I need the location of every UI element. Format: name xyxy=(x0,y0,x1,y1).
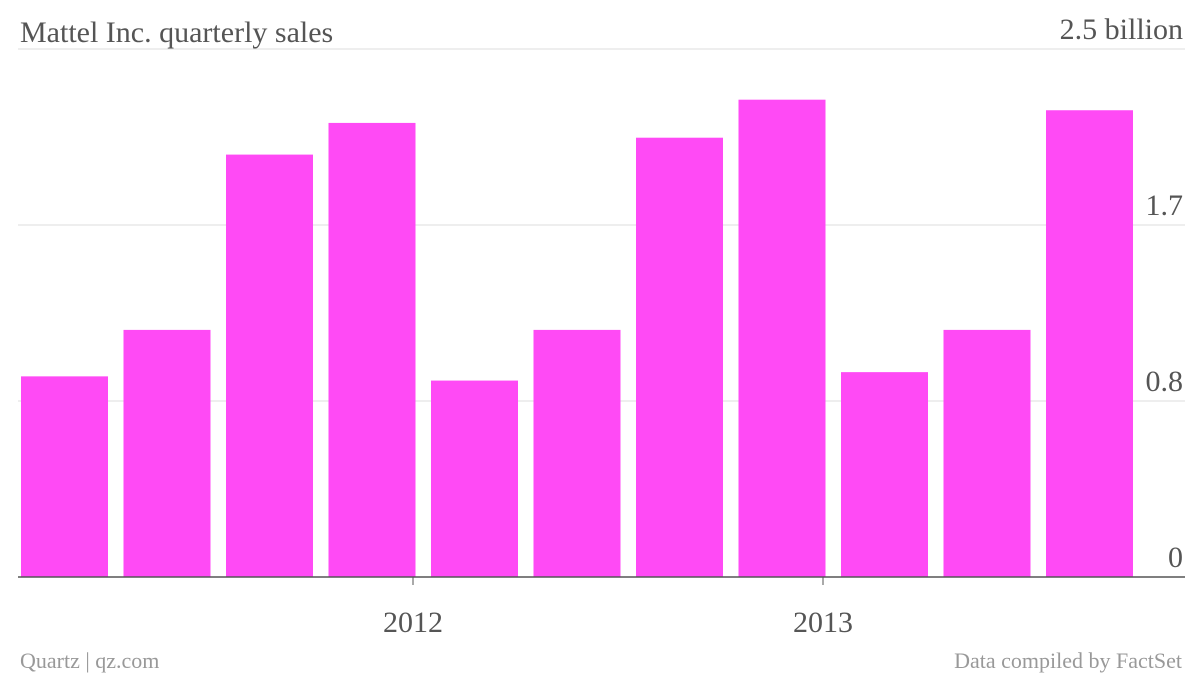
bar xyxy=(738,99,826,578)
bar xyxy=(636,137,723,578)
bar xyxy=(943,329,1031,577)
chart-title: Mattel Inc. quarterly sales xyxy=(20,16,333,49)
bar xyxy=(328,122,416,578)
y-tick-label: 2.5 billion xyxy=(1060,13,1183,46)
bar xyxy=(533,329,621,577)
y-tick-label: 0.8 xyxy=(1146,365,1184,398)
y-tick-label: 0 xyxy=(1168,541,1183,574)
y-tick-label: 1.7 xyxy=(1146,189,1184,222)
bar xyxy=(123,329,211,577)
bar xyxy=(431,380,518,577)
bar xyxy=(226,154,313,577)
x-tick-label: 2013 xyxy=(793,606,853,639)
x-tick-label: 2012 xyxy=(383,606,443,639)
bar xyxy=(21,376,108,577)
source: Quartz | qz.com xyxy=(20,648,159,673)
bar xyxy=(841,372,928,577)
note: Data compiled by FactSet xyxy=(954,648,1182,673)
bar xyxy=(1046,110,1133,578)
